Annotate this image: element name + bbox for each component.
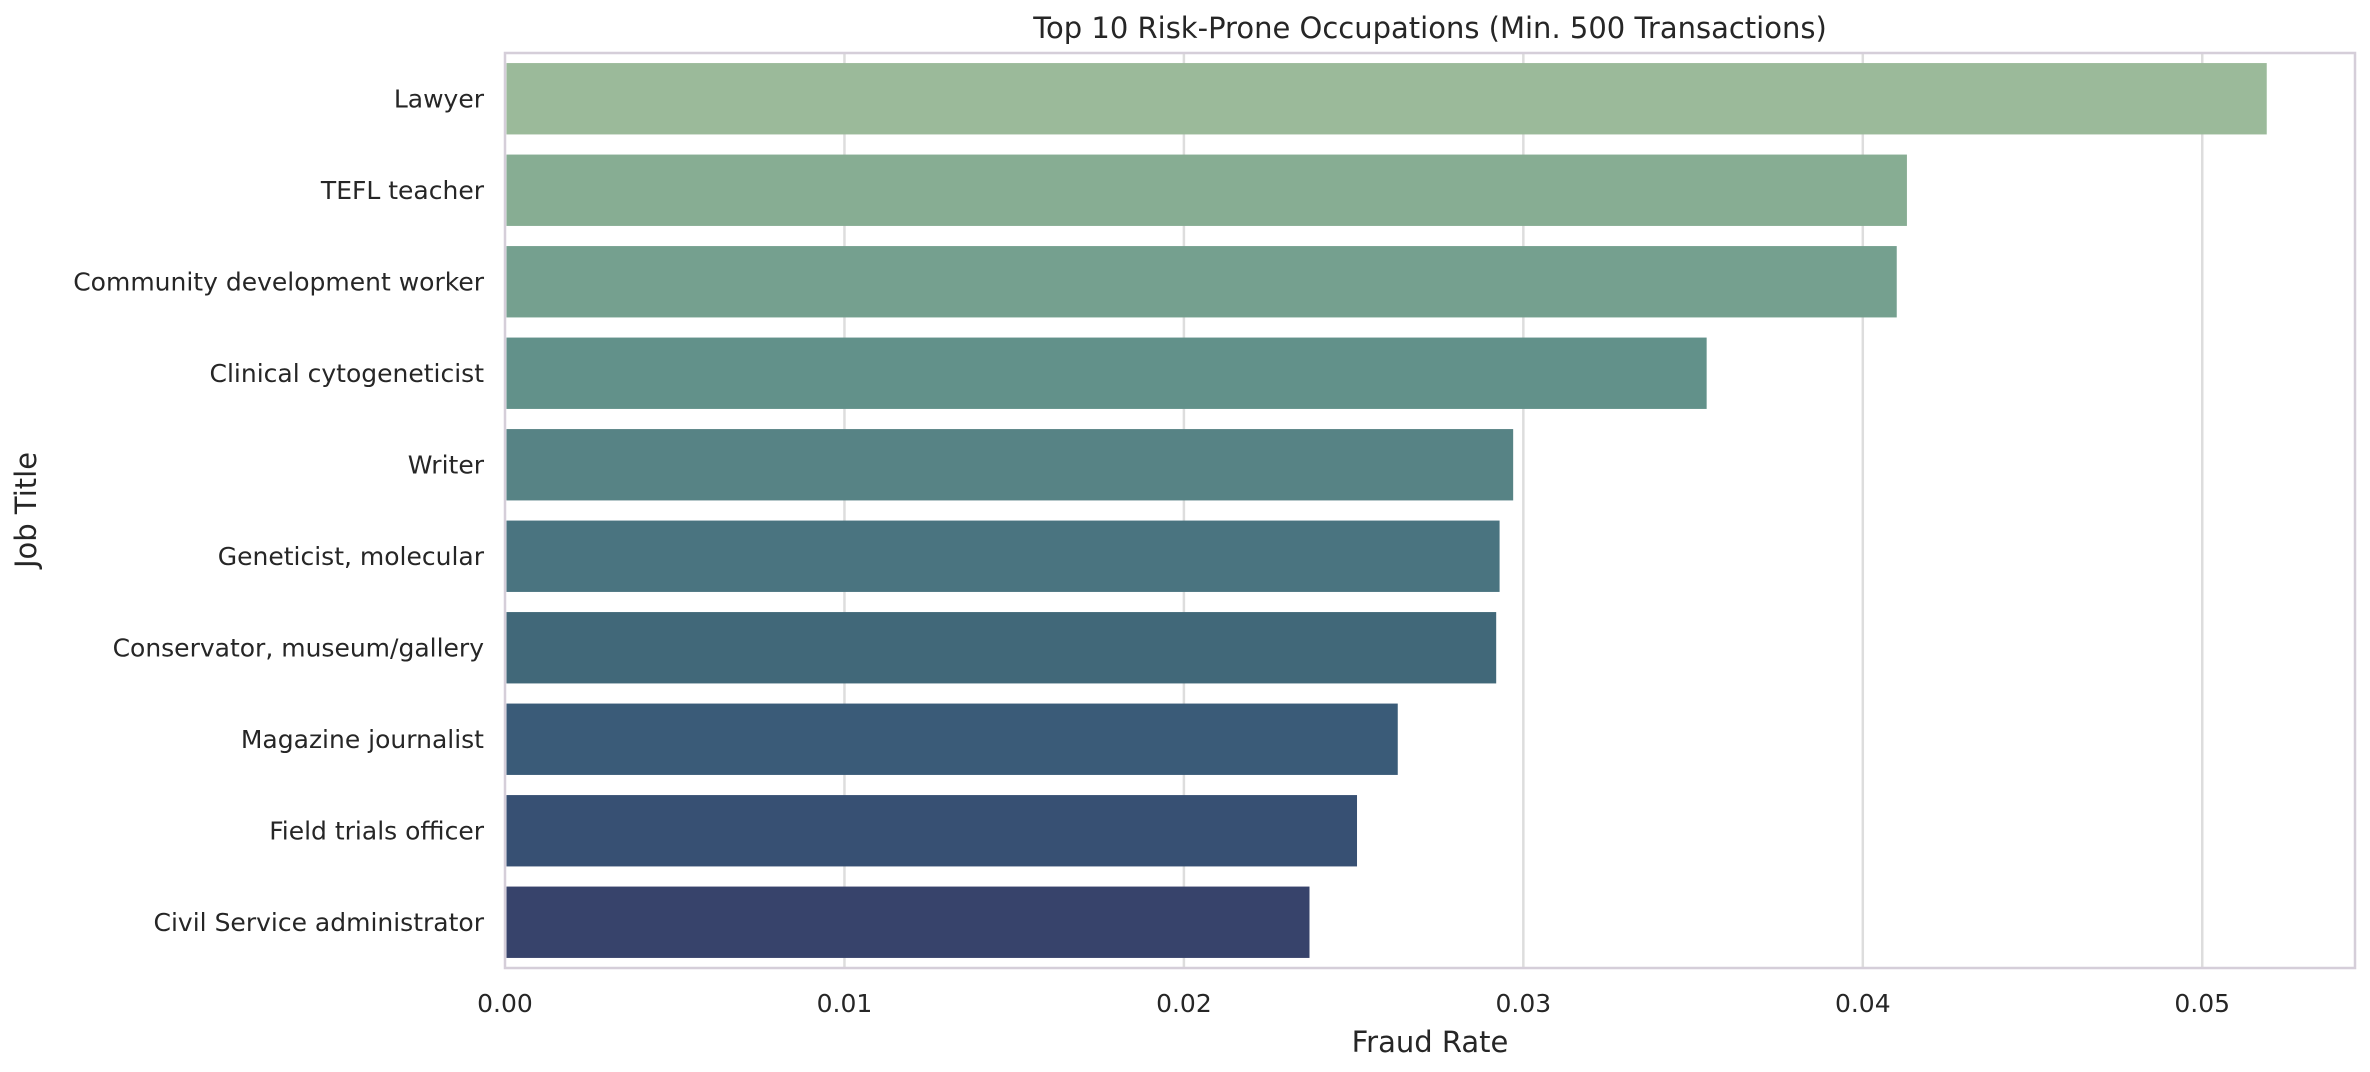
y-tick-label: Writer: [408, 450, 485, 479]
y-tick-label: Civil Service administrator: [154, 908, 485, 937]
y-tick-label: TEFL teacher: [320, 176, 485, 205]
y-tick-label: Lawyer: [394, 84, 485, 113]
x-axis-title: Fraud Rate: [1352, 1025, 1509, 1059]
chart-title: Top 10 Risk-Prone Occupations (Min. 500 …: [1032, 11, 1827, 45]
y-tick-label: Community development worker: [73, 267, 484, 296]
plot-frame: [503, 51, 2357, 970]
bar: [506, 795, 1358, 867]
y-tick-label: Field trials officer: [269, 816, 485, 845]
x-tick-label: 0.01: [817, 989, 873, 1018]
x-tick-label: 0.00: [477, 989, 533, 1018]
bar: [506, 63, 2267, 135]
y-tick-label: Clinical cytogeneticist: [210, 359, 485, 388]
y-tick-label: Geneticist, molecular: [218, 542, 485, 571]
bars: [506, 63, 2267, 958]
y-tick-label: Conservator, museum/gallery: [113, 633, 485, 662]
bar: [506, 703, 1398, 775]
y-tick-labels: Lawyer TEFL teacher Community development …: [73, 84, 485, 937]
bar: [506, 154, 1907, 226]
bar: [506, 886, 1310, 958]
x-tick-labels: 0.00 0.01 0.02 0.03 0.04 0.05: [477, 989, 2230, 1018]
bar: [506, 520, 1500, 592]
bar: [506, 337, 1707, 409]
x-tick-label: 0.04: [1835, 989, 1891, 1018]
bar: [506, 429, 1514, 501]
bar: [506, 246, 1897, 318]
y-axis-title: Job Title: [9, 452, 43, 570]
y-tick-label: Magazine journalist: [241, 725, 484, 754]
x-tick-label: 0.02: [1156, 989, 1212, 1018]
x-tick-label: 0.03: [1496, 989, 1552, 1018]
bar: [506, 612, 1497, 684]
x-tick-label: 0.05: [2174, 989, 2230, 1018]
